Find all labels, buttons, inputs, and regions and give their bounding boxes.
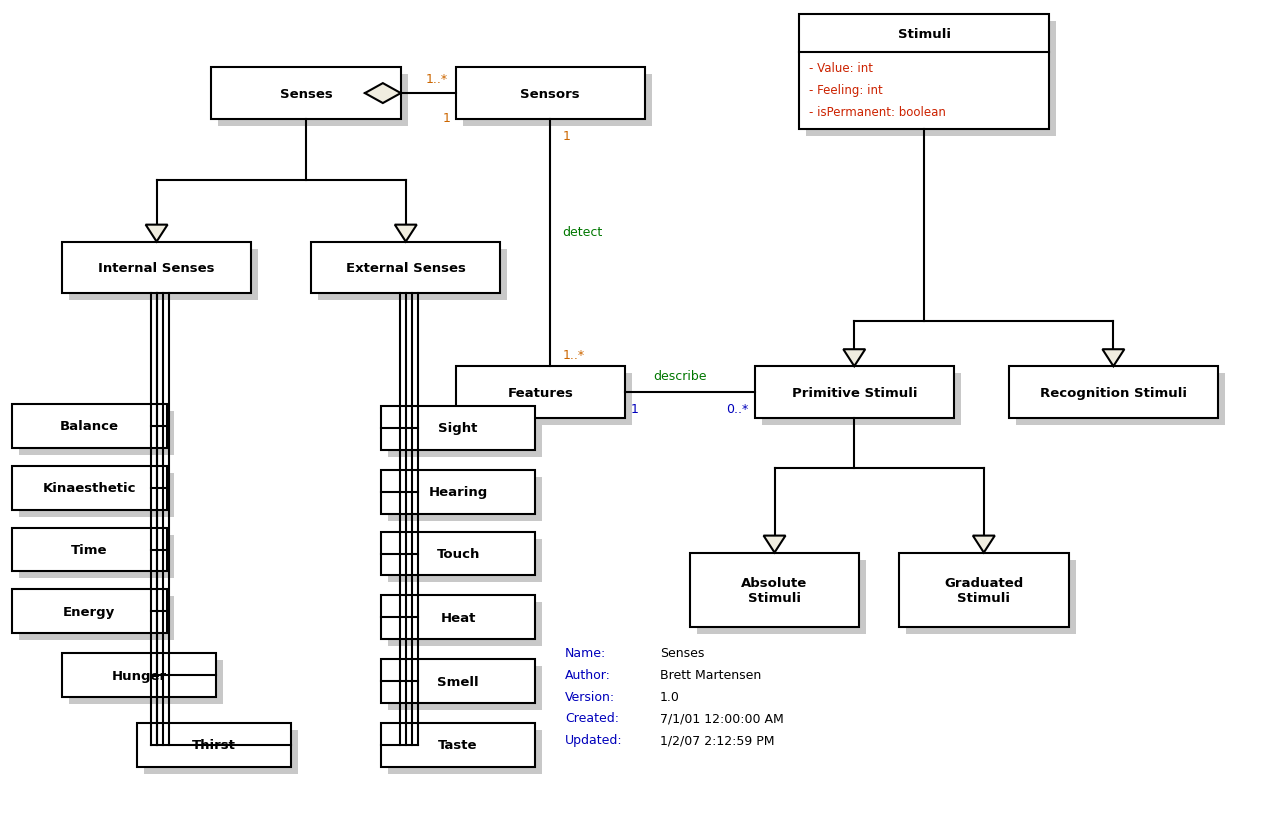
Bar <box>456 68 645 120</box>
Text: Senses: Senses <box>280 88 332 100</box>
Text: Brett Martensen: Brett Martensen <box>660 668 761 681</box>
Text: - Value: int: - Value: int <box>810 62 873 75</box>
Bar <box>689 553 859 628</box>
Text: 1: 1 <box>442 112 451 125</box>
Bar <box>318 249 507 301</box>
Text: 1..*: 1..* <box>426 73 447 86</box>
Text: 1: 1 <box>631 402 639 416</box>
Bar <box>462 373 632 426</box>
Text: 1.0: 1.0 <box>660 690 680 703</box>
Text: 7/1/01 12:00:00 AM: 7/1/01 12:00:00 AM <box>660 711 784 724</box>
Bar <box>806 22 1055 137</box>
Text: Smell: Smell <box>437 675 479 688</box>
Bar <box>218 75 408 127</box>
Bar <box>13 405 166 448</box>
Polygon shape <box>844 349 865 367</box>
Bar <box>381 470 536 514</box>
Text: Absolute
Stimuli: Absolute Stimuli <box>741 576 807 604</box>
Bar <box>13 528 166 572</box>
Bar <box>381 595 536 639</box>
Bar <box>62 243 251 294</box>
Bar <box>19 474 174 517</box>
Bar <box>143 730 298 774</box>
Bar <box>381 532 536 575</box>
Bar <box>19 412 174 455</box>
Text: Created:: Created: <box>565 711 620 724</box>
Bar <box>388 730 542 774</box>
Bar <box>1009 367 1218 418</box>
Polygon shape <box>973 536 995 553</box>
Bar <box>388 413 542 457</box>
Text: Time: Time <box>71 543 108 556</box>
Text: Hearing: Hearing <box>428 486 488 498</box>
Bar <box>388 477 542 521</box>
Bar <box>312 243 500 294</box>
Text: Energy: Energy <box>63 605 115 618</box>
Bar <box>13 466 166 510</box>
Bar <box>62 653 217 697</box>
Bar <box>388 667 542 710</box>
Text: Senses: Senses <box>660 646 704 659</box>
Bar <box>19 535 174 579</box>
Bar <box>13 590 166 633</box>
Bar <box>381 407 536 450</box>
Text: 0..*: 0..* <box>726 402 749 416</box>
Text: Touch: Touch <box>436 547 480 561</box>
Bar <box>906 560 1076 634</box>
Bar <box>456 367 625 418</box>
Text: External Senses: External Senses <box>346 262 466 275</box>
Polygon shape <box>395 225 417 243</box>
Text: 1/2/07 2:12:59 PM: 1/2/07 2:12:59 PM <box>660 734 774 747</box>
Text: Features: Features <box>507 386 573 399</box>
Text: Updated:: Updated: <box>565 734 623 747</box>
Bar <box>381 659 536 703</box>
Text: Hunger: Hunger <box>111 669 167 681</box>
Bar <box>761 373 960 426</box>
Text: - isPermanent: boolean: - isPermanent: boolean <box>810 106 946 118</box>
Text: - Feeling: int: - Feeling: int <box>810 84 883 97</box>
Text: Taste: Taste <box>438 739 478 752</box>
Text: Stimuli: Stimuli <box>897 28 950 41</box>
Polygon shape <box>146 225 167 243</box>
Bar <box>900 553 1068 628</box>
Text: Primitive Stimuli: Primitive Stimuli <box>792 386 917 399</box>
Text: Heat: Heat <box>441 611 476 624</box>
Text: 1: 1 <box>563 130 570 142</box>
Bar <box>799 16 1049 130</box>
Bar <box>388 539 542 583</box>
Text: describe: describe <box>653 369 707 383</box>
Text: Sensors: Sensors <box>521 88 580 100</box>
Text: Internal Senses: Internal Senses <box>99 262 215 275</box>
Bar <box>1016 373 1225 426</box>
Bar <box>19 597 174 641</box>
Text: Version:: Version: <box>565 690 616 703</box>
Text: Graduated
Stimuli: Graduated Stimuli <box>944 576 1024 604</box>
Text: Recognition Stimuli: Recognition Stimuli <box>1040 386 1187 399</box>
Bar <box>137 723 291 767</box>
Text: detect: detect <box>563 225 603 238</box>
Text: 1..*: 1..* <box>563 349 584 362</box>
Bar <box>388 603 542 647</box>
Bar <box>68 661 223 704</box>
Bar <box>68 249 258 301</box>
Text: Name:: Name: <box>565 646 607 659</box>
Bar <box>212 68 400 120</box>
Polygon shape <box>764 536 786 553</box>
Text: Author:: Author: <box>565 668 611 681</box>
Text: Sight: Sight <box>438 422 478 435</box>
Polygon shape <box>1102 349 1124 367</box>
Text: Thirst: Thirst <box>193 739 236 752</box>
Bar <box>697 560 867 634</box>
Bar <box>755 367 954 418</box>
Text: Kinaesthetic: Kinaesthetic <box>43 482 136 494</box>
Text: Balance: Balance <box>60 420 119 433</box>
Bar <box>381 723 536 767</box>
Polygon shape <box>365 84 400 104</box>
Bar <box>462 75 653 127</box>
